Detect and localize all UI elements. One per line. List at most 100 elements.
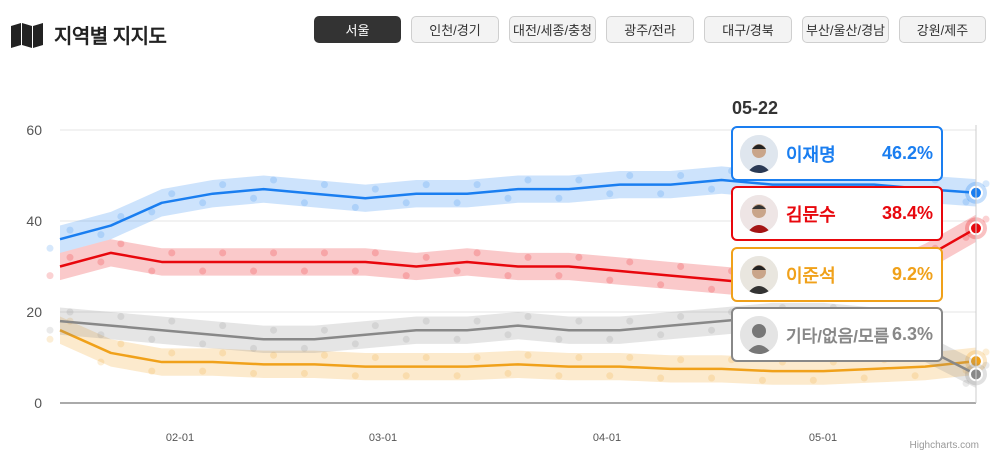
candidate-photo-icon [740,255,778,294]
poll-dot [371,185,379,193]
candidate-value: 46.2% [881,143,933,163]
poll-dot [270,326,278,334]
tab-seoul[interactable]: 서울 [314,16,401,43]
poll-dot [982,180,990,188]
poll-dot [504,194,512,202]
poll-dot [422,181,430,189]
title-area: 지역별 지지도 [10,20,167,49]
poll-dot [473,249,481,257]
tab-incheon-gyeonggi[interactable]: 인천/경기 [411,16,499,43]
poll-dot [962,198,970,206]
poll-dot [351,340,359,348]
poll-dot [351,267,359,275]
poll-dot [148,267,156,275]
poll-dot [168,190,176,198]
poll-dot [300,344,308,352]
poll-dot [97,358,105,366]
poll-dot [657,281,665,289]
poll-dot [657,331,665,339]
poll-dot [300,267,308,275]
poll-dot [402,372,410,380]
person-silhouette-icon [740,315,778,354]
tab-daegu-gyeongbuk[interactable]: 대구/경북 [704,16,792,43]
poll-dot [300,199,308,207]
poll-dot [250,369,258,377]
poll-dot [555,372,563,380]
poll-dot [300,369,308,377]
poll-dot [982,348,990,356]
poll-dot [46,326,54,334]
candidate-name: 이재명 [786,144,836,165]
poll-dot [117,313,125,321]
tooltip-date: 05-22 [732,98,779,118]
poll-dot [657,374,665,382]
poll-dot [97,258,105,266]
poll-dot [351,203,359,211]
poll-dot [422,354,430,361]
poll-dot [677,356,685,364]
poll-dot [320,249,328,257]
poll-dot [473,181,481,189]
candidate-card-kim-moonsoo: 김문수 38.4% [731,186,943,241]
poll-dot [982,215,990,223]
poll-dot [677,263,685,270]
poll-dot [219,181,227,189]
chart-credit: Highcharts.com [909,440,979,451]
poll-dot [575,253,583,261]
poll-dot [219,349,227,357]
poll-dot [453,199,461,207]
poll-dot [422,317,430,325]
candidate-value: 38.4% [881,203,933,223]
poll-dot [708,326,716,334]
poll-dot [219,322,227,330]
poll-dot [575,317,583,325]
poll-dot [524,253,532,261]
candidate-value: 9.2% [891,264,933,284]
poll-dot [402,272,410,280]
candidate-card-lee-junseok: 이준석 9.2% [731,247,943,302]
candidate-name: 기타/없음/모름 [786,327,890,346]
poll-dot [270,351,278,359]
poll-dot [371,249,379,257]
series-line [59,178,977,241]
poll-dot [351,372,359,380]
map-icon [11,22,43,48]
poll-dot [473,317,481,325]
x-tick-label: 03-01 [369,432,397,444]
poll-dot [524,313,532,321]
tab-gangwon-jeju[interactable]: 강원/제주 [899,16,986,43]
poll-dot [148,335,156,343]
poll-dot [504,331,512,339]
poll-dot [677,172,685,179]
poll-dot [962,233,970,241]
poll-dot [199,267,207,275]
poll-dot [524,176,532,184]
poll-dot [199,367,207,375]
poll-dot [199,340,207,348]
poll-dot [402,199,410,207]
poll-dot [524,351,532,359]
poll-dot [168,249,176,257]
candidate-card-other: 기타/없음/모름 6.3% [731,307,943,362]
series-line [59,329,977,373]
tab-busan-ulsan-gyeongnam[interactable]: 부산/울산/경남 [802,16,889,43]
poll-dot [555,335,563,343]
poll-dot [606,276,614,284]
poll-dot [758,376,766,384]
poll-dot [809,376,817,384]
poll-dot [657,190,665,198]
poll-dot [97,331,105,339]
poll-dot [575,354,583,361]
x-tick-label: 04-01 [593,432,621,444]
poll-dot [46,272,54,280]
poll-dot [677,313,685,321]
poll-dot [473,354,481,361]
poll-dot [911,372,919,380]
poll-dot [168,317,176,325]
poll-dot [453,267,461,275]
poll-dot [117,212,125,220]
tab-daejeon-sejong-chungcheong[interactable]: 대전/세종/충청 [509,16,596,43]
tab-gwangju-jeolla[interactable]: 광주/전라 [606,16,694,43]
poll-dot [117,340,125,348]
poll-dot [504,272,512,280]
